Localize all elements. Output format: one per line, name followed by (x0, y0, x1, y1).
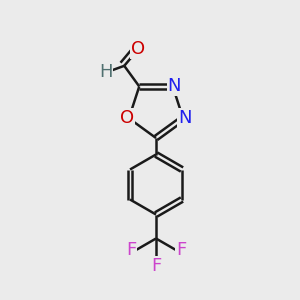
Text: F: F (126, 241, 136, 259)
Text: O: O (131, 40, 145, 58)
Text: F: F (176, 241, 186, 259)
Text: F: F (151, 257, 161, 275)
Text: N: N (178, 109, 191, 127)
Text: O: O (120, 109, 134, 127)
Text: N: N (167, 77, 181, 95)
Text: H: H (99, 63, 112, 81)
